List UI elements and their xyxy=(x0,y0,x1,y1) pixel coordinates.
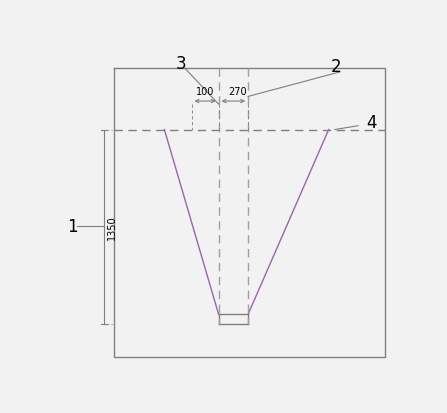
Text: 4: 4 xyxy=(366,114,376,131)
Text: 100: 100 xyxy=(196,87,214,97)
Text: 3: 3 xyxy=(176,55,187,72)
Text: 1350: 1350 xyxy=(107,215,117,240)
Text: 270: 270 xyxy=(228,87,247,97)
Text: 2: 2 xyxy=(331,57,342,76)
Text: 1: 1 xyxy=(67,217,78,235)
